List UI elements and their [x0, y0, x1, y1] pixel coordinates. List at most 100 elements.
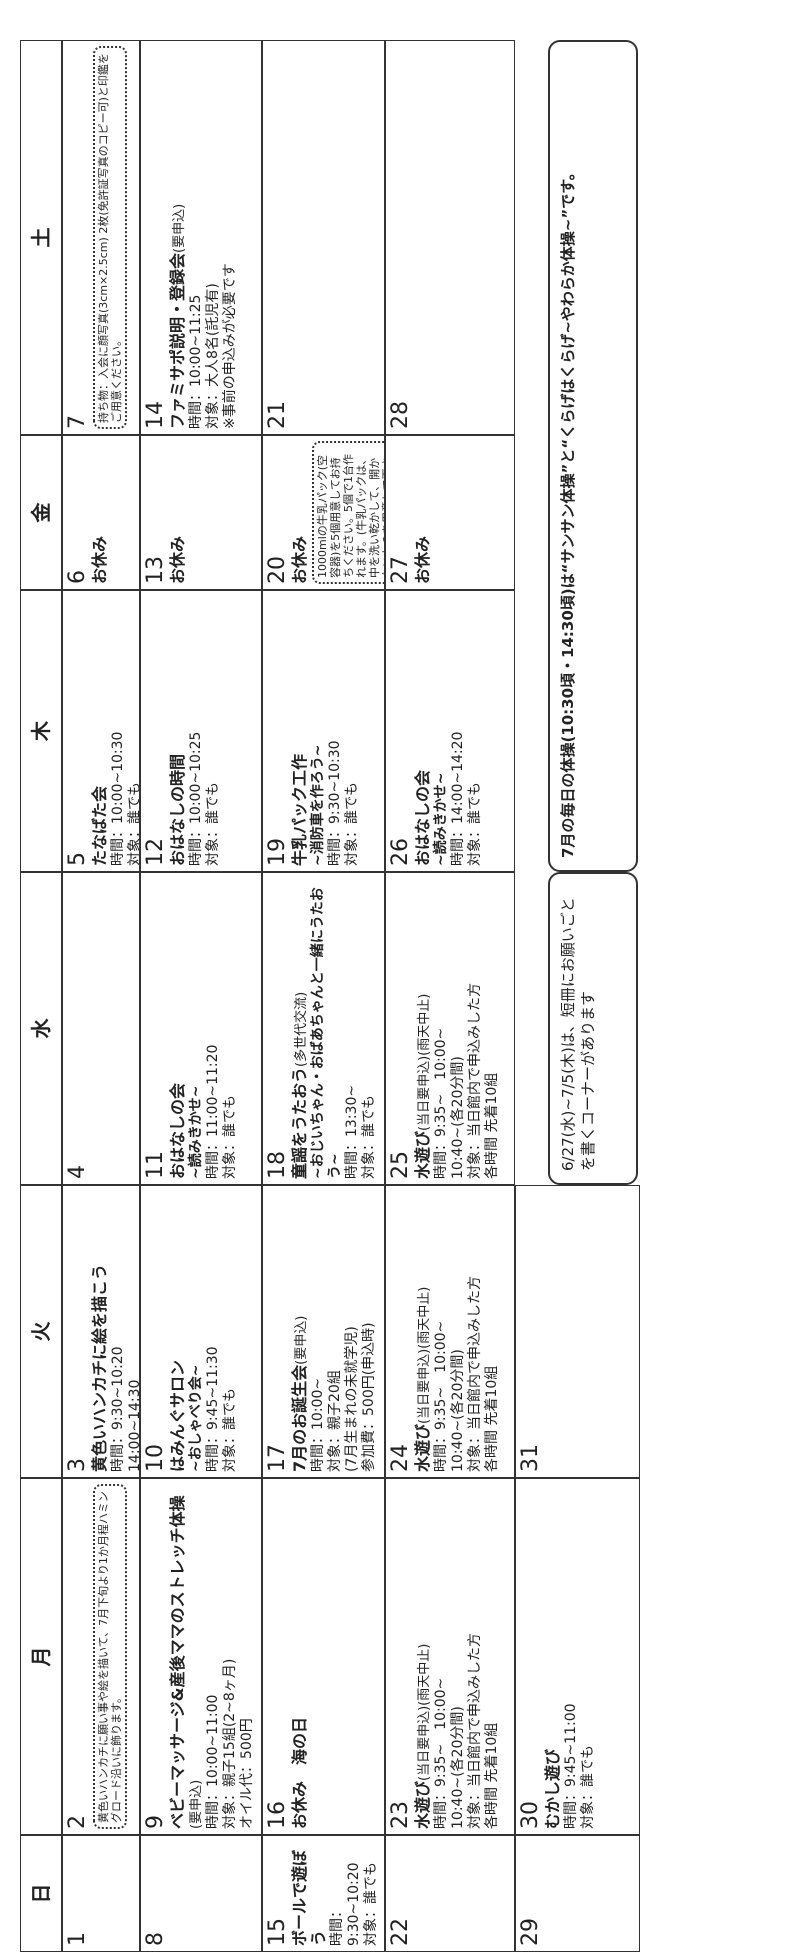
day-header: 金: [20, 435, 62, 590]
day-cell: 24 水遊び(当日要申込)(雨天中止) 時間：9:35~ 10:00~ 10:40~(…: [385, 1185, 515, 1478]
day-cell: 11 おはなしの会 ~読みきかせ~ 時間：11:00~11:20 対象：誰でも: [140, 872, 262, 1185]
day-number: 1: [65, 1932, 90, 1946]
day-number: 31: [518, 1444, 543, 1472]
event-title: 黄色いハンカチに絵を描こう: [90, 1263, 109, 1472]
day-number: 18: [265, 1151, 290, 1179]
day-cell: 12 おはなしの時間 時間：10:00~10:25 対象：誰でも: [140, 590, 262, 872]
day-number: 25: [388, 1151, 413, 1179]
day-number: 16: [265, 1801, 290, 1829]
event-detail: 対象：誰でも: [361, 1095, 377, 1179]
event-tag: (要申込): [172, 203, 187, 253]
event-detail: 時間：9:45~11:00: [563, 1703, 579, 1829]
day-cell: 22: [385, 1835, 515, 1952]
day-header: 火: [20, 1185, 62, 1478]
event-detail: 時間：10:00~10:25: [188, 731, 204, 866]
day-cell: 19 牛乳パック工作 ~消防車を作ろう~ 時間：9:30~10:30 対象：誰でも: [262, 590, 385, 872]
event-detail: 時間：9:30~10:20: [329, 1862, 362, 1946]
event-detail: ※事前の申込みが必要です: [222, 263, 238, 429]
event-title-line: 黄色いハンカチに絵を描こう: [90, 1191, 110, 1472]
event-title-line: 牛乳パック工作: [290, 596, 310, 866]
event-title: 水遊び: [413, 1130, 432, 1179]
day-cell: 5 たなばた会 時間：10:00~10:30 対象：誰でも: [62, 590, 140, 872]
event-detail: 対象：当日館内で申込みした方: [467, 1276, 483, 1472]
event-title: むかし遊び: [543, 1748, 562, 1829]
day-number: 7: [65, 415, 90, 429]
event-title-line: お休み: [168, 441, 188, 584]
event-detail: 対象：誰でも: [467, 782, 483, 866]
day-number: 19: [265, 838, 290, 866]
event-tag: (要申込): [294, 1315, 309, 1365]
event-detail: 対象：大人8名(託児有): [205, 283, 221, 429]
day-cell: 20 お休み 1000mlの牛乳パック(空容器)を5個用意してお持ちください。5個で…: [262, 435, 385, 590]
event-title-line: 7月のお誕生会(要申込): [290, 1191, 310, 1472]
event-detail: 対象：親子20組: [327, 1370, 343, 1472]
day-number: 29: [518, 1918, 543, 1946]
event-detail: 対象：当日館内で申込みした方: [467, 1633, 483, 1829]
day-cell: 17 7月のお誕生会(要申込) 時間：10:00~ 対象：親子20組 (7月生まれの未就…: [262, 1185, 385, 1478]
event-detail: 参加費：500円(申込時): [361, 1322, 377, 1472]
callout: 1000mlの牛乳パック(空容器)を5個用意してお持ちください。5個で1台作れま…: [312, 441, 385, 584]
day-number: 15: [265, 1918, 290, 1946]
day-cell: 7 持ち物：入会に顔写真(3cm×2.5cm) 2枚(免許証写真のコピー可)と印鑑…: [62, 40, 140, 435]
day-number: 26: [388, 838, 413, 866]
day-number: 8: [143, 1932, 168, 1946]
day-cell: 21: [262, 40, 385, 435]
event-title: たなばた会: [90, 785, 109, 866]
event-detail: 対象：誰でも: [127, 782, 140, 866]
day-cell: 30 むかし遊び 時間：9:45~11:00 対象：誰でも: [515, 1478, 640, 1835]
event-detail: 時間：9:35~ 10:00~: [433, 1677, 449, 1829]
event-title: ファミサポ説明・登録会: [168, 252, 187, 429]
event-detail: 時間：10:00~11:25: [188, 294, 204, 429]
event-detail: 対象：誰でも: [580, 1745, 596, 1829]
event-title: お休み: [90, 535, 109, 584]
event-tag: (当日要申込)(雨天中止): [417, 993, 432, 1131]
event-detail: 時間：10:00~11:00: [205, 1694, 221, 1829]
note: 7月の毎日の体操(10:30頃・14:30頃)は“サンサン体操”と“くらげはくら…: [548, 40, 638, 872]
day-number: 21: [265, 401, 290, 429]
event-detail: (7月生まれの未就学児): [344, 1326, 360, 1472]
event-detail: 時間：10:00~: [310, 1377, 326, 1472]
day-cell: 14 ファミサポ説明・登録会(要申込) 時間：10:00~11:25 対象：大人8名(…: [140, 40, 262, 435]
day-cell: 23 水遊び(当日要申込)(雨天中止) 時間：9:35~ 10:00~ 10:40~(…: [385, 1478, 515, 1835]
event-detail: 各時間 先着10組: [484, 1722, 500, 1829]
day-cell: 10 はみんぐサロン ~おしゃべり会~ 時間：9:45~11:30 対象：誰でも: [140, 1185, 262, 1478]
day-cell: 8: [140, 1835, 262, 1952]
day-cell: 2 黄色いハンカチに願い事や絵を描いて、7月下旬より1か月程ハミングロード沿いに飾…: [62, 1478, 140, 1835]
event-detail: 時間：10:00~10:30: [110, 731, 126, 866]
day-number: 22: [388, 1918, 413, 1946]
event-detail: 時間：9:30~10:20: [110, 1346, 126, 1472]
day-number: 10: [143, 1444, 168, 1472]
event-detail: 時間：14:00~14:20: [450, 731, 466, 866]
day-cell: 25 水遊び(当日要申込)(雨天中止) 時間：9:35~ 10:00~ 10:40~(…: [385, 872, 515, 1185]
event-title: 牛乳パック工作: [290, 753, 309, 866]
event-title: お休み: [290, 535, 309, 584]
event-title: お休み 海の日: [290, 1716, 309, 1829]
event-title-line: ベビーマッサージ&産後ママのストレッチ体操 (要申込): [168, 1484, 205, 1829]
day-number: 20: [265, 556, 290, 584]
day-cell: 13 お休み: [140, 435, 262, 590]
day-cell: 9 ベビーマッサージ&産後ママのストレッチ体操 (要申込) 時間：10:00~11:0…: [140, 1478, 262, 1835]
event-title-line: 童謡をうたおう(多世代交流): [290, 878, 310, 1179]
event-title-line: おはなしの会: [413, 596, 433, 866]
event-title: ボールで遊ぼう: [290, 1849, 328, 1946]
event-title: ベビーマッサージ&産後ママのストレッチ体操: [168, 1495, 187, 1829]
event-subtitle: ~おじいちゃん・おばあちゃんと一緒にうたおう~: [310, 887, 343, 1179]
event-detail: 対象：誰でも: [344, 782, 360, 866]
day-cell: 28: [385, 40, 515, 435]
day-number: 12: [143, 838, 168, 866]
event-title-line: むかし遊び: [543, 1484, 563, 1829]
event-title: 水遊び: [413, 1780, 432, 1829]
day-header: 土: [20, 40, 62, 435]
event-tag: (多世代交流): [294, 991, 309, 1067]
event-title: おはなしの時間: [168, 753, 187, 866]
event-title-line: お休み: [413, 441, 433, 584]
day-number: 27: [388, 556, 413, 584]
event-detail: 時間：13:30~: [344, 1084, 360, 1179]
event-title: おはなしの会: [413, 769, 432, 866]
event-detail: 時間：9:45~11:30: [205, 1346, 221, 1472]
event-title: お休み: [413, 535, 432, 584]
event-detail: 対象：誰でも: [363, 1862, 379, 1946]
day-cell: 29: [515, 1835, 640, 1952]
